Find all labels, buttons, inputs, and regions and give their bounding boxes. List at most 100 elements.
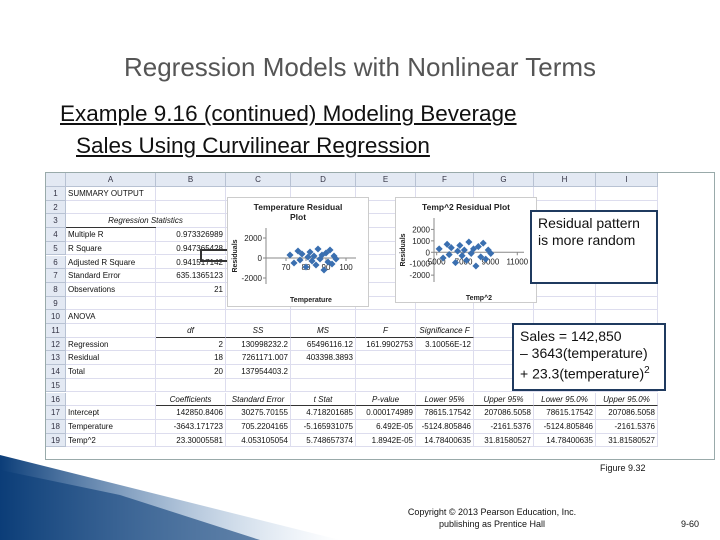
point [298, 250, 306, 258]
y-tick-label: -2000 [410, 271, 431, 280]
point [477, 253, 485, 261]
cell: 142850.8406 [156, 406, 226, 420]
y-axis-label: Residuals [232, 239, 239, 272]
x-tick-label: 9000 [482, 257, 500, 266]
empty-cell [416, 378, 474, 393]
cell: 30275.70155 [226, 406, 291, 420]
empty-cell [66, 296, 156, 311]
cell: Temperature [66, 419, 156, 434]
row-header: 12 [46, 337, 66, 352]
cell: 7261171.007 [226, 351, 291, 366]
row-header: 5 [46, 241, 66, 256]
empty-cell [474, 296, 534, 311]
cell: MS [291, 324, 356, 338]
cell: 161.9902753 [356, 337, 416, 352]
point [302, 263, 310, 271]
point [328, 260, 336, 268]
cell: 403398.3893 [291, 351, 356, 366]
empty-cell [596, 282, 658, 297]
cell: -5124.805846 [416, 419, 474, 434]
point [439, 254, 447, 262]
point [332, 255, 340, 263]
spreadsheet: A B C D E F G H I 1 SUMMARY OUTPUT 2 3 Regression Sta… [45, 172, 715, 460]
equation-text: + 23.3(temperature) [520, 365, 645, 382]
column-header: C [226, 173, 291, 187]
y-tick-label: -1000 [410, 260, 431, 269]
point [314, 245, 322, 253]
empty-cell [156, 296, 226, 311]
subtitle: Sales Using Curvilinear Regression [76, 133, 430, 158]
callout: Residual pattern is more random [530, 210, 658, 284]
cell: Residual [66, 351, 156, 366]
empty-cell [416, 296, 474, 311]
cell: 5.748657374 [291, 433, 356, 448]
cell: Total [66, 365, 156, 379]
point [465, 238, 473, 246]
row-header: 13 [46, 351, 66, 366]
row-header: 14 [46, 365, 66, 379]
cell: 4.718201685 [291, 406, 356, 420]
empty-cell [416, 351, 474, 366]
row-header: 7 [46, 269, 66, 283]
column-header: H [534, 173, 596, 187]
empty-cell [474, 310, 534, 324]
row-header: 6 [46, 255, 66, 270]
cell: 6.492E-05 [356, 419, 416, 434]
empty-cell [156, 187, 226, 201]
empty-cell [534, 187, 596, 201]
plot-title: Temperature Residual Plot [253, 202, 343, 222]
cell: 21 [156, 282, 226, 297]
empty-cell [66, 324, 156, 338]
cell: P-value [356, 392, 416, 407]
cell: Upper 95% [474, 392, 534, 407]
empty-cell [66, 200, 156, 215]
empty-cell [156, 200, 226, 215]
x-axis-label: Temperature [290, 297, 332, 304]
column-header: B [156, 173, 226, 187]
row-header: 9 [46, 296, 66, 311]
cell: Upper 95.0% [596, 392, 658, 407]
equation-line: + 23.3(temperature)2 [520, 362, 658, 383]
equation-line: – 3643(temperature) [520, 345, 648, 361]
copyright: Copyright © 2013 Pearson Education, Inc. [407, 507, 577, 517]
point [443, 240, 451, 248]
cell: F [356, 324, 416, 338]
cell: 2 [156, 337, 226, 352]
cell: Significance F [416, 324, 474, 338]
empty-cell [534, 310, 596, 324]
y-axis-label: Residuals [400, 233, 407, 266]
y-tick-label: 0 [258, 254, 263, 263]
cell: -5124.805846 [534, 419, 596, 434]
cell: SS [226, 324, 291, 338]
cell: Coefficients [156, 392, 226, 407]
subtitle: Example 9.16 (continued) Modeling Bevera… [60, 101, 517, 126]
cell: 0.000174989 [356, 406, 416, 420]
plot-area: 2000 1000 0 -1000 -2000 5000 7000 9000 11000 Temp… [400, 218, 529, 302]
callout: Sales = 142,850 – 3643(temperature) + 23… [512, 323, 666, 391]
x-axis-label: Temp^2 [466, 294, 492, 302]
cell: t Stat [291, 392, 356, 407]
empty-cell [596, 187, 658, 201]
cell: 18 [156, 351, 226, 366]
cell: 31.81580527 [474, 433, 534, 448]
superscript: 2 [644, 365, 650, 376]
point [312, 261, 320, 269]
cell: Lower 95.0% [534, 392, 596, 407]
cell: Observations [66, 282, 156, 297]
cell: 3.10056E-12 [416, 337, 474, 352]
cell: 635.1365123 [156, 269, 226, 283]
residual-plot: Temp^2 Residual Plot 2000 1000 0 -1000 -2000 5… [395, 197, 537, 303]
empty-cell [66, 378, 156, 393]
cell: 137954403.2 [226, 365, 291, 379]
cell: 65496116.12 [291, 337, 356, 352]
cell: 705.2204165 [226, 419, 291, 434]
point [306, 248, 314, 256]
point [290, 259, 298, 267]
empty-cell [66, 392, 156, 407]
cell: 207086.5058 [474, 406, 534, 420]
cell: 31.81580527 [596, 433, 658, 448]
row-header: 18 [46, 419, 66, 434]
